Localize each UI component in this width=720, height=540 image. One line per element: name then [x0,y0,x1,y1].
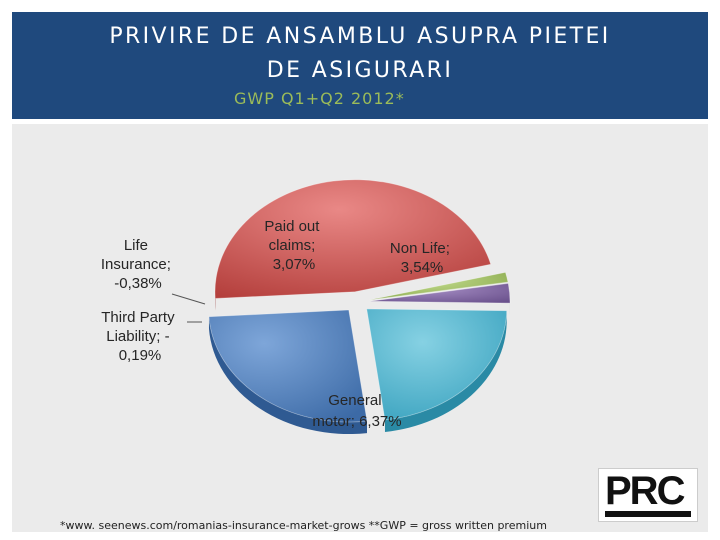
pie-slice-life [369,282,511,304]
slice-label-life-l3: -0,38% [114,275,162,292]
slice-label-paid-out-l1: Paid out [264,218,320,235]
slice-label-life-l1: Life [124,237,148,254]
slice-label-life-l2: Insurance; [101,256,171,273]
slice-label-general-motor-l1: General [328,392,381,409]
pie-top-layer [208,179,511,423]
pie-slice-general-motor [214,179,492,299]
prc-logo: PRC [598,468,698,522]
chart-area: Non Life; 3,54% General motor; 6,37% Thi… [12,124,708,532]
prc-logo-text: PRC [605,469,685,513]
slice-label-paid-out: Paid out claims; 3,07% [264,218,323,273]
pie-slice-non-life [208,309,368,423]
slice-label-general-motor: General motor; 6,37% [312,392,401,430]
title-line-2: DE ASIGURARI [266,58,454,83]
slice-label-third-party: Third Party Liability; - 0,19% [101,309,179,364]
pie-side-non-life [208,316,368,435]
source-footnote: *www. seenews.com/romanias-insurance-mar… [60,519,547,532]
pie-side-layer [208,291,510,435]
header-banner: PRIVIRE DE ANSAMBLU ASUPRA PIETEI DE ASI… [12,12,708,119]
slice-label-third-party-l1: Third Party [101,309,175,326]
slice-label-paid-out-l3: 3,07% [273,256,316,273]
slice-label-general-motor-l2: motor; 6,37% [312,413,401,430]
page-title: PRIVIRE DE ANSAMBLU ASUPRA PIETEI DE ASI… [12,20,708,88]
pie-chart: Non Life; 3,54% General motor; 6,37% Thi… [101,179,511,435]
prc-logo-bar [605,511,691,517]
slice-label-paid-out-l2: claims; [269,237,316,254]
slice-label-life: Life Insurance; -0,38% [101,237,175,292]
slice-label-non-life: Non Life; 3,54% [390,240,454,276]
pie-slice-third-party [369,271,509,301]
slice-label-non-life-l1: Non Life; [390,240,450,257]
pie-side-paid-out [384,310,507,432]
slice-label-third-party-l2: Liability; - [106,328,169,345]
leader-line-life [171,293,206,305]
slice-label-non-life-l2: 3,54% [401,259,444,276]
chart-subtitle: GWP Q1+Q2 2012* [234,89,405,108]
title-line-1: PRIVIRE DE ANSAMBLU ASUPRA PIETEI [109,24,611,49]
slice-label-third-party-l3: 0,19% [119,347,162,364]
pie-slice-paid-out [366,308,508,421]
